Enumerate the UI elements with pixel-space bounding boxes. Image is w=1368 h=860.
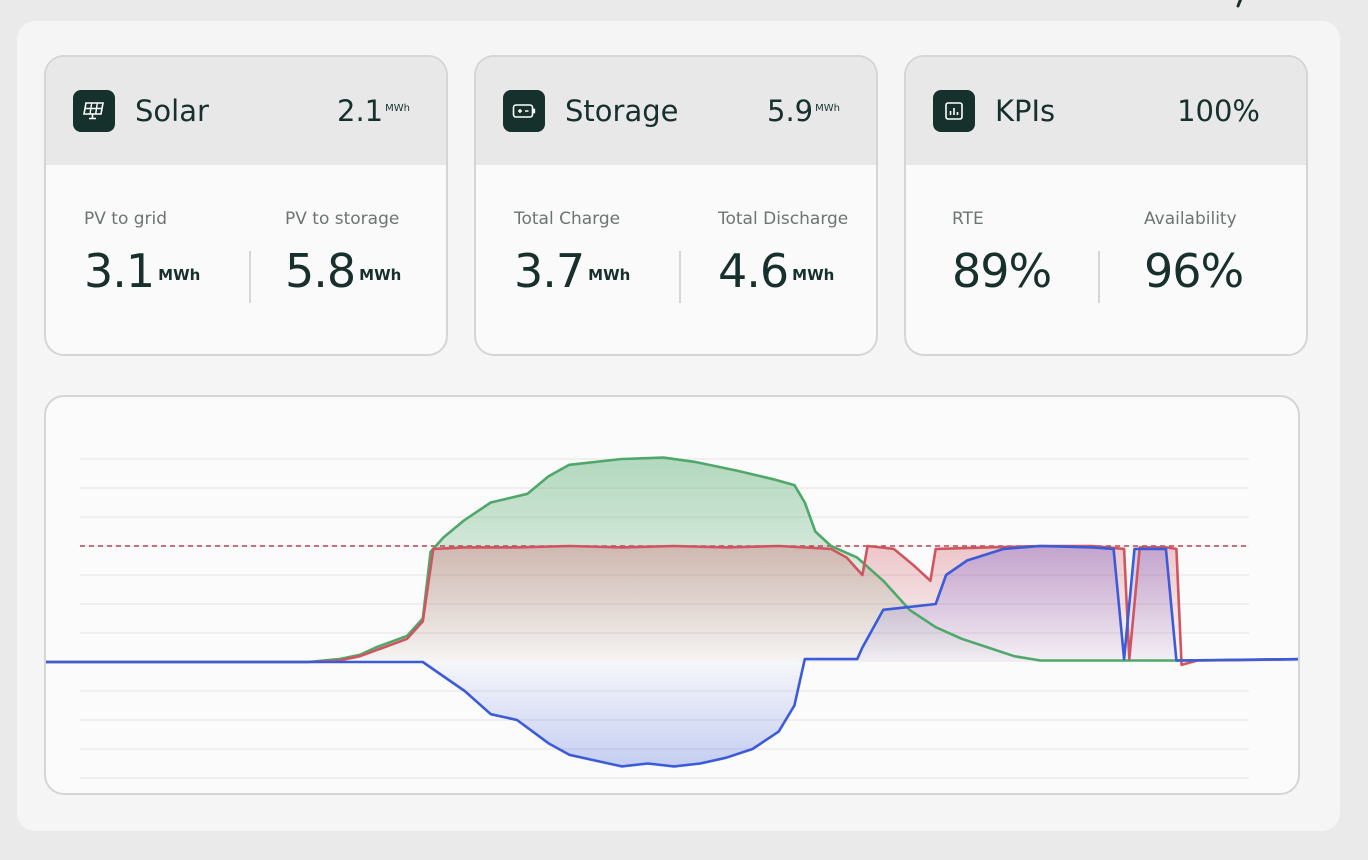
total-charge-label: Total Charge [514, 209, 621, 229]
pv-to-storage-value: 5.8 [285, 244, 356, 298]
total-discharge-label: Total Discharge [718, 209, 849, 229]
total-discharge-unit: MWh [792, 266, 835, 284]
energy-flow-chart-card [44, 395, 1300, 795]
grid-line [46, 544, 1298, 667]
corner-mark-icon [1236, 0, 1243, 8]
total-charge-unit: MWh [588, 266, 631, 284]
storage-divider [679, 251, 681, 303]
bar-chart-icon [933, 90, 975, 132]
pv-to-grid-value: 3.1 [84, 244, 155, 298]
solar-card-header: Solar 2.1 MWh [46, 57, 446, 165]
kpis-divider [1098, 251, 1100, 303]
storage-card-header: Storage 5.9 MWh [476, 57, 876, 165]
storage-total-value: 5.9 [767, 94, 814, 128]
availability-metric: Availability 96% [1144, 207, 1244, 299]
availability-value: 96% [1144, 244, 1244, 298]
total-charge-value: 3.7 [514, 244, 585, 298]
energy-summary-panel: Solar 2.1 MWh PV to grid 3.1 MWh PV to sto… [17, 21, 1340, 831]
battery-charge-area [46, 662, 1298, 767]
availability-label: Availability [1144, 209, 1237, 229]
chart-areas [46, 457, 1298, 767]
solar-divider [249, 251, 251, 303]
solar-line [46, 456, 1298, 664]
battery-icon [503, 90, 545, 132]
battery-line [46, 544, 1298, 768]
battery-discharge-area [46, 546, 1298, 662]
pv-to-grid-unit: MWh [158, 266, 201, 284]
rte-metric: RTE 89% [952, 207, 1052, 299]
pv-to-storage-unit: MWh [359, 266, 402, 284]
total-discharge-value-row: 4.6 MWh [718, 243, 848, 299]
total-charge-value-row: 3.7 MWh [514, 243, 630, 299]
kpis-card-header: KPIs 100% [906, 57, 1306, 165]
chart-lines [46, 456, 1298, 768]
storage-total-unit: MWh [815, 103, 840, 114]
total-discharge-value: 4.6 [718, 244, 789, 298]
pv-to-grid-label: PV to grid [84, 209, 168, 229]
pv-to-grid-value-row: 3.1 MWh [84, 243, 200, 299]
solar-total: 2.1 MWh [337, 91, 410, 131]
rte-value: 89% [952, 244, 1052, 298]
total-discharge-metric: Total Discharge 4.6 MWh [718, 207, 848, 299]
solar-total-value: 2.1 [337, 94, 384, 128]
kpis-card[interactable]: KPIs 100% RTE 89% Availability 96% [904, 55, 1308, 356]
storage-card-title: Storage [565, 94, 679, 128]
total-charge-metric: Total Charge 3.7 MWh [514, 207, 630, 299]
availability-value-row: 96% [1144, 243, 1244, 299]
pv-to-storage-value-row: 5.8 MWh [285, 243, 401, 299]
pv-to-storage-metric: PV to storage 5.8 MWh [285, 207, 401, 299]
pv-to-storage-label: PV to storage [285, 209, 400, 229]
storage-total: 5.9 MWh [767, 91, 840, 131]
pv-to-grid-metric: PV to grid 3.1 MWh [84, 207, 200, 299]
kpis-card-title: KPIs [995, 94, 1056, 128]
solar-card-title: Solar [135, 94, 209, 128]
storage-card[interactable]: Storage 5.9 MWh Total Charge 3.7 MWh Total… [474, 55, 878, 356]
solar-card[interactable]: Solar 2.1 MWh PV to grid 3.1 MWh PV to sto… [44, 55, 448, 356]
solar-panel-icon [73, 90, 115, 132]
solar-total-unit: MWh [385, 103, 410, 114]
rte-value-row: 89% [952, 243, 1052, 299]
kpis-total-value: 100% [1177, 94, 1260, 128]
rte-label: RTE [952, 209, 984, 229]
energy-flow-chart [46, 456, 1298, 779]
kpis-total: 100% [1177, 91, 1260, 131]
